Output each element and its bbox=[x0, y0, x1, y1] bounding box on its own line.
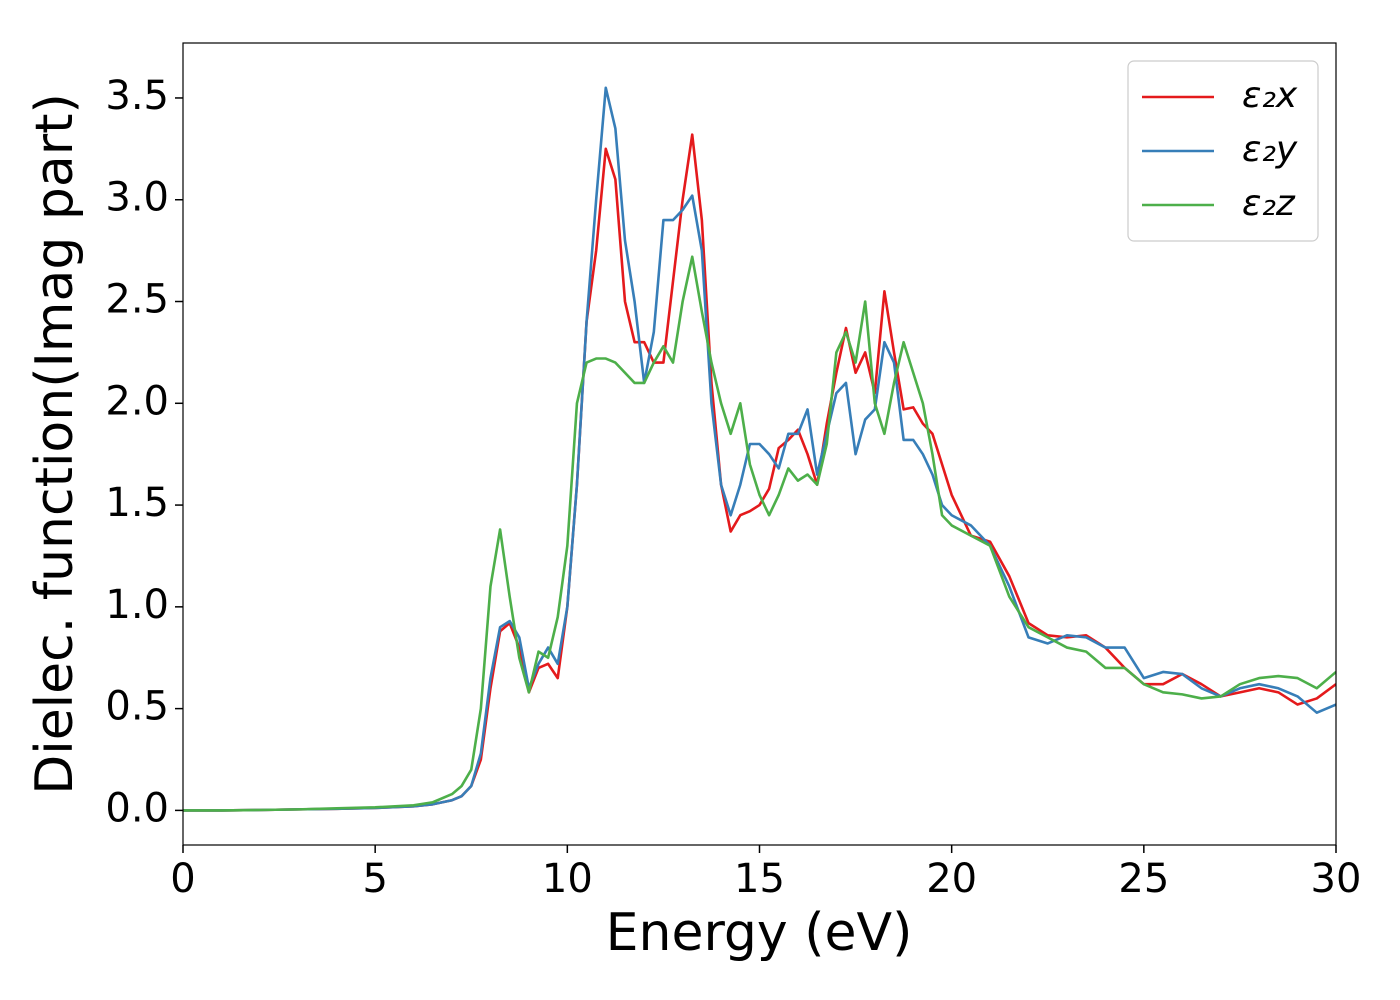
legend-box bbox=[1127, 60, 1319, 242]
x-tick-label: 30 bbox=[1311, 856, 1362, 902]
x-axis-label: Energy (eV) bbox=[606, 903, 913, 963]
line-series bbox=[183, 255, 1336, 812]
x-tick-label: 25 bbox=[1118, 856, 1169, 902]
legend-label: ε₂y bbox=[1242, 129, 1298, 170]
y-tick-label: 0.0 bbox=[105, 785, 169, 831]
line-series bbox=[183, 86, 1336, 812]
legend-label: ε₂z bbox=[1242, 183, 1296, 224]
x-tick-label: 5 bbox=[362, 856, 387, 902]
y-axis-label: Dielec. function(Imag part) bbox=[25, 93, 85, 795]
y-tick-label: 2.5 bbox=[105, 277, 169, 323]
y-tick-label: 3.5 bbox=[105, 73, 169, 119]
x-tick-label: 15 bbox=[734, 856, 785, 902]
x-tick-label: 0 bbox=[170, 856, 195, 902]
x-tick-label: 20 bbox=[926, 856, 977, 902]
legend-label: ε₂x bbox=[1242, 75, 1298, 116]
y-tick-label: 2.0 bbox=[105, 378, 169, 424]
y-tick-label: 1.5 bbox=[105, 480, 169, 526]
x-tick-label: 10 bbox=[542, 856, 593, 902]
y-tick-label: 3.0 bbox=[105, 175, 169, 221]
plot-frame bbox=[182, 42, 1337, 846]
y-tick-label: 0.5 bbox=[105, 684, 169, 730]
y-tick-label: 1.0 bbox=[105, 582, 169, 628]
